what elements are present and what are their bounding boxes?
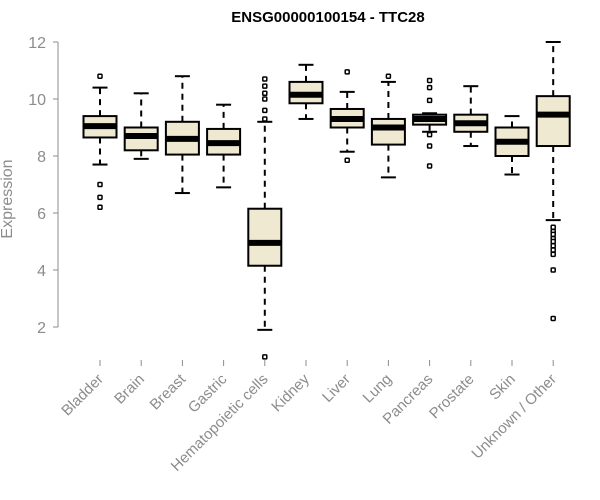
outlier-point — [262, 107, 268, 114]
x-tick-label: Bladder — [58, 371, 107, 420]
iqr-box — [535, 95, 571, 148]
outlier-point — [262, 90, 268, 97]
chart-title: ENSG00000100154 - TTC28 — [231, 9, 424, 26]
outlier-point — [97, 181, 103, 188]
outlier-point — [426, 77, 433, 84]
outlier-point — [262, 116, 268, 122]
iqr-box — [247, 207, 283, 267]
outlier-point — [262, 76, 268, 82]
y-tick-label: 6 — [37, 206, 46, 223]
outlier-point — [426, 163, 433, 169]
outlier-point — [426, 97, 433, 104]
x-tick-label: Kidney — [268, 370, 313, 415]
outlier-point — [550, 315, 556, 322]
outlier-point — [262, 83, 268, 89]
x-tick-label: Brain — [111, 371, 148, 408]
x-tick-label: Lung — [360, 371, 396, 407]
outlier-point — [344, 69, 350, 75]
x-tick-label: Breast — [147, 370, 190, 413]
box-group-unknown-other — [535, 41, 571, 322]
outlier-point — [550, 247, 556, 253]
box-group-prostate — [453, 85, 489, 148]
box-group-brain — [123, 92, 159, 160]
plot-area — [82, 41, 571, 360]
box-group-liver — [329, 69, 365, 164]
outlier-point — [97, 194, 103, 201]
box-group-hematopoietic-cells — [247, 76, 283, 360]
box-group-bladder — [82, 73, 118, 211]
outlier-point — [262, 354, 268, 360]
y-axis: 2 4 6 8 10 12 — [28, 35, 59, 337]
box-group-kidney — [288, 63, 324, 120]
y-tick-label: 12 — [28, 35, 46, 52]
y-tick-label: 4 — [37, 263, 46, 280]
y-tick-label: 10 — [28, 92, 46, 109]
box-group-lung — [370, 73, 406, 179]
iqr-box — [370, 117, 406, 146]
outlier-point — [550, 243, 556, 249]
outlier-point — [97, 73, 103, 79]
y-tick-label: 8 — [37, 149, 46, 166]
outlier-point — [385, 73, 392, 79]
y-tick-label: 2 — [37, 320, 46, 337]
outlier-point — [426, 84, 433, 91]
box-group-gastric — [206, 103, 242, 189]
x-tick-label: Skin — [486, 371, 519, 404]
outlier-point — [97, 204, 103, 211]
outlier-point — [550, 231, 556, 238]
outlier-point — [550, 251, 556, 258]
outlier-point — [426, 143, 433, 149]
outlier-point — [550, 224, 556, 230]
x-tick-label: Prostate — [426, 371, 478, 423]
outlier-point — [550, 267, 556, 273]
box-group-breast — [164, 75, 200, 195]
outlier-point — [262, 96, 268, 102]
y-axis-label: Expression — [0, 159, 16, 238]
box-group-skin — [494, 115, 530, 176]
outlier-point — [426, 131, 433, 138]
outlier-point — [550, 238, 556, 245]
outlier-point — [344, 157, 350, 164]
box-group-pancreas — [412, 77, 448, 169]
x-tick-label: Liver — [319, 371, 354, 406]
